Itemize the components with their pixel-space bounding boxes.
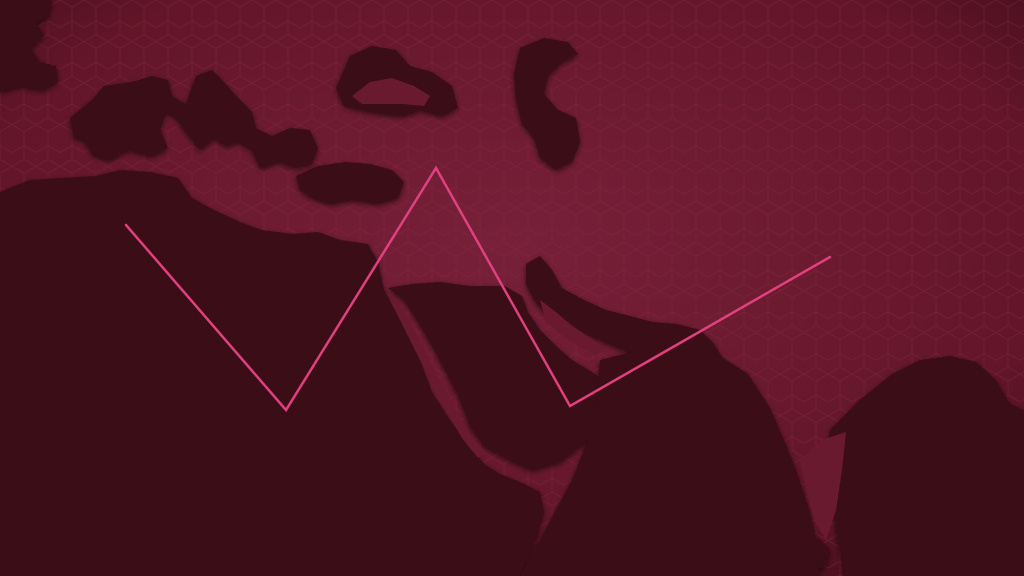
land-southeast-asia [826,356,1024,576]
land-northwest-europe [0,0,58,92]
land-caspian-region [514,38,580,170]
bay-of-bengal [800,432,846,540]
persian-gulf [540,300,606,356]
land-india [520,350,820,576]
land-arabia [388,282,620,470]
water-cutouts [352,78,846,540]
land-southern-europe [70,70,318,168]
black-sea [352,78,430,106]
zigzag-route-line [124,165,832,413]
red-sea [388,290,486,458]
land-north-africa [0,170,544,576]
land-sri-lanka [806,538,830,568]
land-anatolia [296,162,404,204]
